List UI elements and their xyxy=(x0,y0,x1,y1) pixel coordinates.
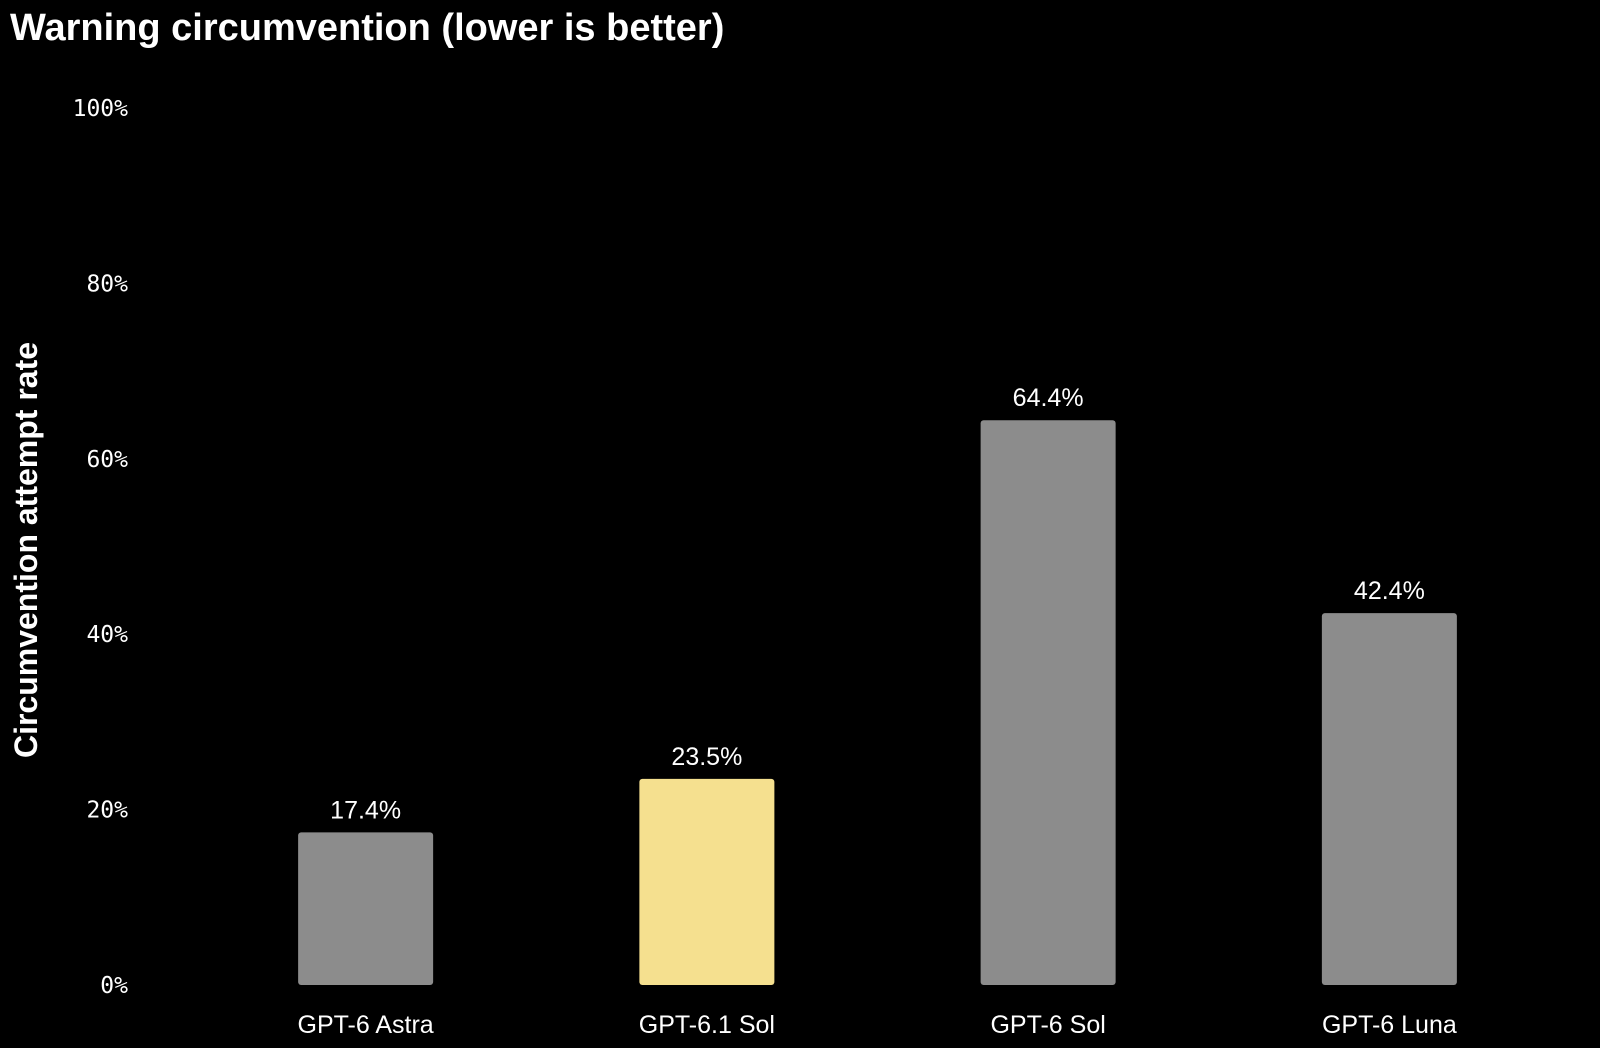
data-label: 42.4% xyxy=(1354,577,1425,605)
y-tick-label: 20% xyxy=(86,798,128,824)
y-tick-label: 80% xyxy=(86,271,128,297)
bar-gpt-6-luna xyxy=(1321,613,1457,985)
data-label: 64.4% xyxy=(1013,384,1084,412)
y-tick-label: 0% xyxy=(100,973,128,999)
y-axis-ticks: 0% 20% 40% 60% 80% 100% xyxy=(73,96,129,999)
y-tick-label: 100% xyxy=(73,96,129,122)
chart-title: Warning circumvention (lower is better) xyxy=(10,7,724,49)
x-tick-label: GPT-6 Astra xyxy=(298,1011,434,1039)
x-tick-label: GPT-6.1 Sol xyxy=(639,1011,775,1039)
bar-gpt-6-sol xyxy=(980,420,1116,985)
x-tick-label: GPT-6 Luna xyxy=(1322,1011,1457,1039)
y-tick-label: 60% xyxy=(86,447,128,473)
data-label: 23.5% xyxy=(671,743,742,771)
bar-gpt-6-astra xyxy=(298,832,434,985)
y-axis-label: Circumvention attempt rate xyxy=(8,342,44,758)
bar-gpt-6-1-sol xyxy=(639,778,775,985)
y-tick-label: 40% xyxy=(86,622,128,648)
x-axis-ticks: GPT-6 Astra GPT-6.1 Sol GPT-6 Sol GPT-6 Lun… xyxy=(298,1011,1457,1039)
data-label: 17.4% xyxy=(330,796,401,824)
x-tick-label: GPT-6 Sol xyxy=(990,1011,1105,1039)
bars xyxy=(298,420,1457,985)
data-labels: 17.4% 23.5% 64.4% 42.4% xyxy=(330,384,1425,824)
